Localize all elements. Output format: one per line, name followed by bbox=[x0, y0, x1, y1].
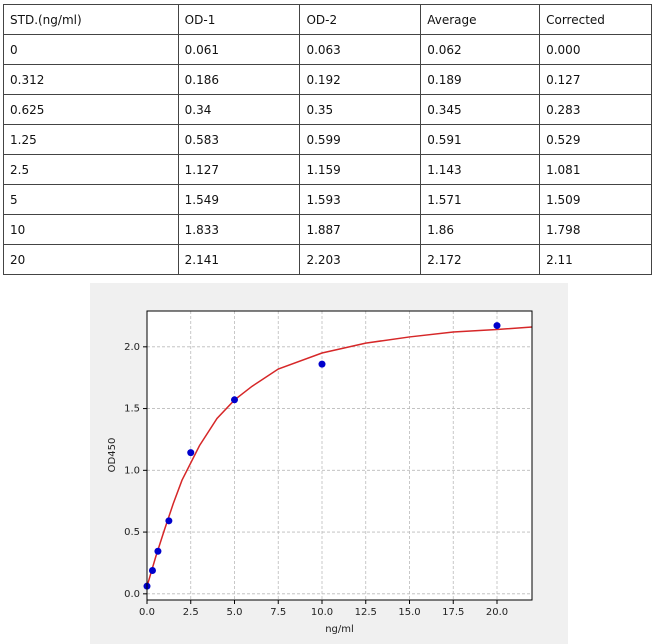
x-tick-label: 0.0 bbox=[139, 607, 155, 618]
table-cell: OD-2 bbox=[299, 4, 422, 35]
table-cell: 1.549 bbox=[177, 184, 301, 215]
table-cell: 2.203 bbox=[299, 244, 422, 275]
x-tick-label: 5.0 bbox=[227, 607, 243, 618]
table-cell: 1.593 bbox=[299, 184, 422, 215]
table-cell: OD-1 bbox=[177, 4, 301, 35]
table-cell: 0.625 bbox=[3, 94, 179, 125]
table-cell: 0.283 bbox=[539, 94, 652, 125]
table-cell: 1.159 bbox=[299, 154, 422, 185]
table-cell: 0 bbox=[3, 34, 179, 65]
x-tick-label: 20.0 bbox=[486, 607, 508, 618]
chart: ng/ml OD450 0.0 2.5 5.0 7.5 10.0 12.5 15.0 17.5… bbox=[90, 283, 568, 644]
data-point bbox=[493, 322, 501, 330]
table-row: 0.312 0.186 0.192 0.189 0.127 bbox=[3, 64, 652, 95]
header-row: STD.(ng/ml) OD-1 OD-2 Average Corrected bbox=[3, 4, 652, 35]
x-tick-label: 12.5 bbox=[355, 607, 377, 618]
table-cell: 1.887 bbox=[299, 214, 422, 245]
y-tick-label: 0.0 bbox=[124, 589, 140, 600]
data-point bbox=[187, 449, 195, 457]
table-row: 0.625 0.34 0.35 0.345 0.283 bbox=[3, 94, 652, 125]
table-cell: 0.189 bbox=[420, 64, 541, 95]
table-cell: STD.(ng/ml) bbox=[3, 4, 179, 35]
y-axis-label: OD450 bbox=[107, 438, 118, 473]
table-cell: 1.86 bbox=[420, 214, 541, 245]
data-point bbox=[318, 360, 326, 368]
table-cell: 1.25 bbox=[3, 124, 179, 155]
table-cell: 0.062 bbox=[420, 34, 541, 65]
plot-area bbox=[147, 311, 532, 600]
x-axis-label: ng/ml bbox=[325, 624, 354, 635]
table-cell: 0.34 bbox=[177, 94, 301, 125]
table-cell: 1.143 bbox=[420, 154, 541, 185]
table-cell: 0.529 bbox=[539, 124, 652, 155]
table-cell: Average bbox=[420, 4, 541, 35]
x-tick-label: 7.5 bbox=[270, 607, 286, 618]
data-point bbox=[165, 517, 173, 525]
table-cell: 1.509 bbox=[539, 184, 652, 215]
plot-frame bbox=[146, 310, 533, 601]
y-tick-label: 2.0 bbox=[124, 342, 140, 353]
table-cell: 0.186 bbox=[177, 64, 301, 95]
table-row: 20 2.141 2.203 2.172 2.11 bbox=[3, 244, 652, 275]
y-tick-label: 0.5 bbox=[124, 527, 140, 538]
table-row: 0 0.061 0.063 0.062 0.000 bbox=[3, 34, 652, 65]
x-tick-label: 2.5 bbox=[183, 607, 199, 618]
table-cell: 10 bbox=[3, 214, 179, 245]
table-cell: 2.172 bbox=[420, 244, 541, 275]
table-cell: 0.599 bbox=[299, 124, 422, 155]
table-cell: 0.127 bbox=[539, 64, 652, 95]
table-row: 5 1.549 1.593 1.571 1.509 bbox=[3, 184, 652, 215]
table-cell: 1.127 bbox=[177, 154, 301, 185]
table-cell: 1.571 bbox=[420, 184, 541, 215]
table-cell: 0.312 bbox=[3, 64, 179, 95]
x-tick-label: 15.0 bbox=[398, 607, 420, 618]
table-cell: 0.583 bbox=[177, 124, 301, 155]
x-tick-label: 10.0 bbox=[311, 607, 333, 618]
table-cell: 0.345 bbox=[420, 94, 541, 125]
y-tick-label: 1.0 bbox=[124, 465, 140, 476]
table-cell: 2.11 bbox=[539, 244, 652, 275]
table-cell: 1.798 bbox=[539, 214, 652, 245]
table-cell: 5 bbox=[3, 184, 179, 215]
table-cell: Corrected bbox=[539, 4, 652, 35]
table-row: 10 1.833 1.887 1.86 1.798 bbox=[3, 214, 652, 245]
x-tick-label: 17.5 bbox=[442, 607, 464, 618]
table-cell: 0.35 bbox=[299, 94, 422, 125]
table-cell: 1.833 bbox=[177, 214, 301, 245]
data-point bbox=[154, 547, 162, 555]
table-cell: 0.192 bbox=[299, 64, 422, 95]
data-point bbox=[148, 566, 156, 574]
table-cell: 0.063 bbox=[299, 34, 422, 65]
table-cell: 1.081 bbox=[539, 154, 652, 185]
table-cell: 20 bbox=[3, 244, 179, 275]
table-cell: 0.061 bbox=[177, 34, 301, 65]
table-cell: 2.141 bbox=[177, 244, 301, 275]
y-tick-label: 1.5 bbox=[124, 404, 140, 415]
table-body: STD.(ng/ml) OD-1 OD-2 Average Corrected 0 0.06… bbox=[3, 4, 652, 275]
table-row: 2.5 1.127 1.159 1.143 1.081 bbox=[3, 154, 652, 185]
data-point bbox=[231, 396, 238, 404]
data-table: STD.(ng/ml) OD-1 OD-2 Average Corrected 0 0.06… bbox=[3, 4, 652, 275]
table-row: 1.25 0.583 0.599 0.591 0.529 bbox=[3, 124, 652, 155]
table-cell: 2.5 bbox=[3, 154, 179, 185]
table-cell: 0.000 bbox=[539, 34, 652, 65]
table-cell: 0.591 bbox=[420, 124, 541, 155]
